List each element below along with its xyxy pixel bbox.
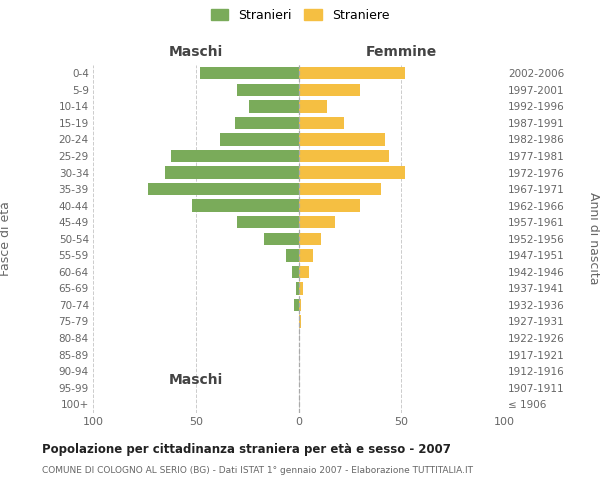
Bar (220, 134, 299, 145)
Bar (237, 216, 299, 228)
Text: Anni di nascita: Anni di nascita (587, 192, 600, 285)
Bar (295, 298, 299, 311)
Bar (148, 183, 299, 196)
Bar (299, 298, 301, 311)
Bar (299, 166, 406, 179)
Bar (263, 232, 299, 245)
Bar (200, 67, 299, 80)
Bar (165, 166, 299, 179)
Bar (299, 200, 360, 212)
Bar (299, 116, 344, 129)
Text: Popolazione per cittadinanza straniera per età e sesso - 2007: Popolazione per cittadinanza straniera p… (42, 442, 451, 456)
Bar (299, 282, 302, 294)
Bar (299, 84, 360, 96)
Bar (292, 266, 299, 278)
Text: Maschi: Maschi (169, 373, 223, 387)
Bar (299, 216, 335, 228)
Bar (249, 100, 299, 112)
Bar (237, 84, 299, 96)
Bar (299, 232, 321, 245)
Text: Maschi: Maschi (169, 45, 223, 59)
Bar (299, 316, 301, 328)
Bar (299, 249, 313, 262)
Bar (299, 150, 389, 162)
Bar (299, 67, 406, 80)
Bar (299, 183, 381, 196)
Text: Femmine: Femmine (365, 45, 437, 59)
Bar (296, 282, 299, 294)
Bar (171, 150, 299, 162)
Bar (286, 249, 299, 262)
Bar (299, 100, 327, 112)
Text: Fasce di età: Fasce di età (0, 202, 13, 276)
Bar (235, 116, 299, 129)
Legend: Stranieri, Straniere: Stranieri, Straniere (208, 6, 392, 24)
Text: COMUNE DI COLOGNO AL SERIO (BG) - Dati ISTAT 1° gennaio 2007 - Elaborazione TUTT: COMUNE DI COLOGNO AL SERIO (BG) - Dati I… (42, 466, 473, 475)
Bar (299, 134, 385, 145)
Bar (299, 266, 309, 278)
Bar (191, 200, 299, 212)
